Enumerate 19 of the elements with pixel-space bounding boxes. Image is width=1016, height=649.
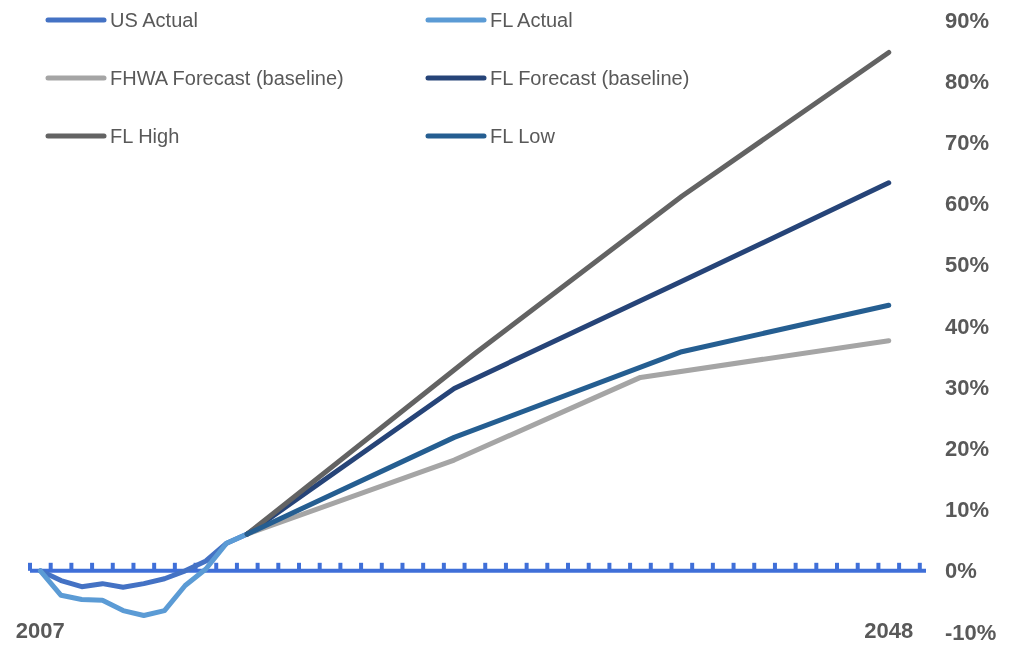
y-tick-label: 60%	[945, 191, 990, 217]
legend-label: FHWA Forecast (baseline)	[110, 67, 344, 89]
y-tick-label: -10%	[945, 619, 997, 645]
legend-label: US Actual	[110, 9, 198, 31]
legend-label: FL Actual	[490, 9, 573, 31]
x-tick-label: 2048	[864, 618, 914, 643]
y-tick-label: 70%	[945, 129, 990, 155]
y-tick-label: 90%	[945, 7, 990, 33]
y-tick-label: 20%	[945, 435, 990, 461]
legend-label: FL High	[110, 125, 180, 147]
x-tick-label: 2007	[15, 618, 65, 643]
y-tick-label: 40%	[945, 313, 990, 339]
y-tick-label: 10%	[945, 497, 990, 523]
legend-label: FL Low	[490, 125, 556, 147]
y-tick-label: 50%	[945, 252, 990, 278]
y-tick-label: 80%	[945, 68, 990, 94]
y-tick-label: 0%	[945, 558, 977, 584]
y-tick-label: 30%	[945, 374, 990, 400]
legend-label: FL Forecast (baseline)	[490, 67, 690, 89]
